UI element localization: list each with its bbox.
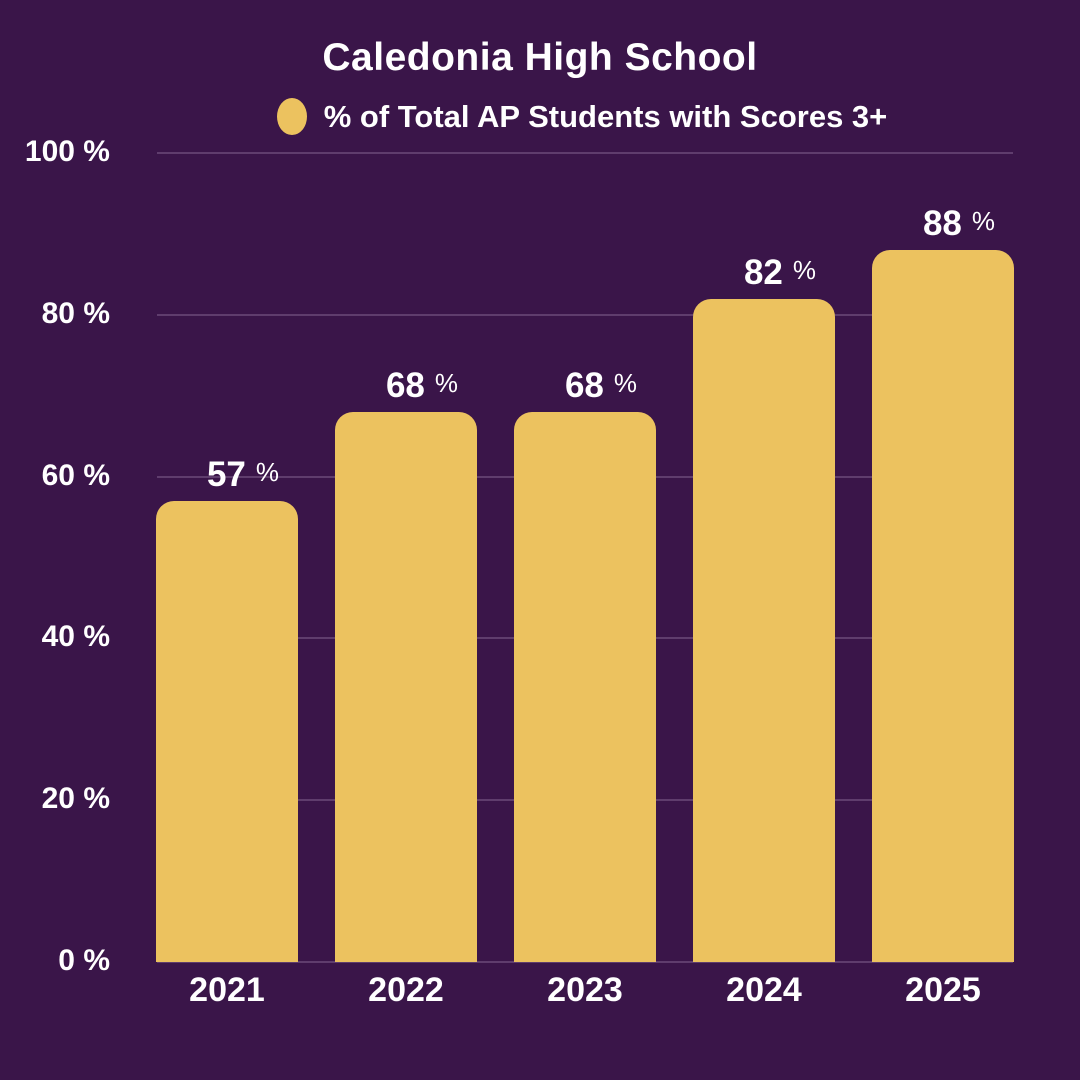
bar-value-unit: %	[613, 367, 638, 398]
x-axis-tick-label: 2022	[368, 971, 444, 1009]
x-axis-tick-label: 2021	[189, 971, 265, 1009]
x-axis-tick-label: 2024	[726, 971, 802, 1009]
bar-value-label: 57%	[207, 455, 279, 495]
legend-label: % of Total AP Students with Scores 3+	[323, 98, 888, 134]
gridline	[157, 313, 1013, 316]
bar-value-unit: %	[434, 367, 459, 398]
y-axis-tick-label: 0 %	[58, 944, 110, 977]
bar-value-number: 88	[922, 204, 962, 244]
bar-value-unit: %	[255, 456, 280, 487]
bar-value-label: 68%	[386, 366, 458, 406]
legend: % of Total AP Students with Scores 3+	[42, 98, 1080, 135]
y-axis-tick-label: 20 %	[41, 782, 110, 816]
bar-2025	[872, 250, 1014, 962]
gridline	[157, 152, 1013, 154]
x-axis-tick-label: 2025	[905, 971, 981, 1009]
y-axis-tick-label: 100 %	[24, 135, 110, 168]
bar-value-label: 82%	[744, 253, 816, 293]
bar-value-label: 88%	[923, 204, 995, 244]
bar-value-number: 68	[385, 365, 425, 405]
y-axis-tick-label: 40 %	[41, 620, 110, 654]
legend-marker-icon	[276, 98, 307, 135]
bar-value-number: 57	[206, 454, 246, 494]
bar-2022	[335, 411, 477, 962]
bar-value-number: 82	[743, 252, 783, 292]
bar-value-unit: %	[792, 254, 817, 285]
bar-value-label: 68%	[565, 366, 637, 406]
bar-value-unit: %	[971, 206, 996, 237]
bar-2023	[514, 411, 656, 962]
bar-value-number: 68	[564, 365, 604, 405]
x-axis-tick-label: 2023	[547, 971, 623, 1009]
gridline	[157, 961, 1013, 963]
chart-title: Caledonia High School	[322, 36, 758, 79]
y-axis-tick-label: 60 %	[41, 458, 110, 492]
bar-2024	[693, 298, 835, 962]
bar-2021	[156, 500, 298, 962]
y-axis-tick-label: 80 %	[41, 296, 110, 330]
